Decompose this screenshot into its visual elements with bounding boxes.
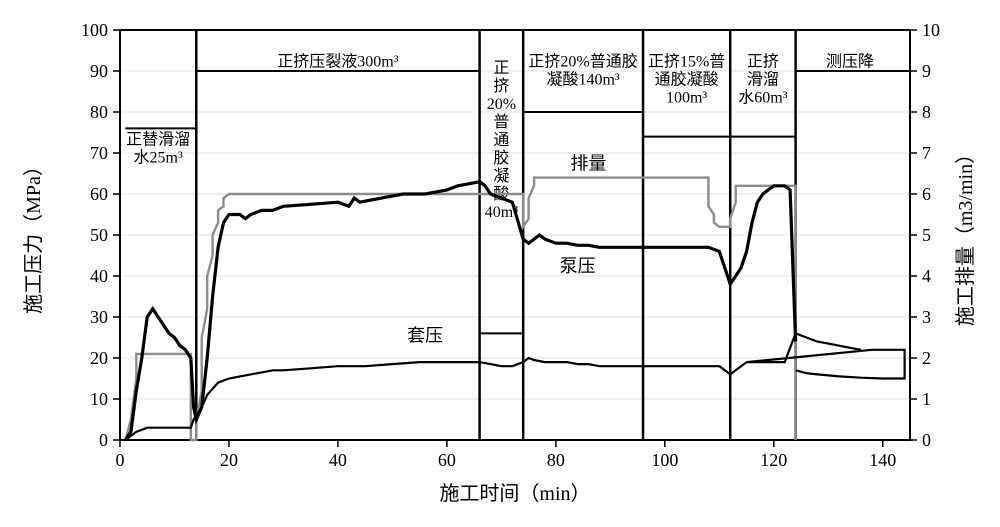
- svg-text:正挤压裂液300m³: 正挤压裂液300m³: [277, 53, 398, 71]
- svg-text:6: 6: [922, 184, 931, 204]
- svg-text:20: 20: [220, 450, 238, 470]
- svg-text:0: 0: [99, 430, 108, 450]
- svg-text:套压: 套压: [407, 326, 443, 346]
- svg-text:4: 4: [922, 266, 931, 286]
- svg-text:正挤15%普: 正挤15%普: [648, 53, 725, 71]
- svg-text:0: 0: [922, 430, 931, 450]
- y-left-axis-label: 施工压力（MPa）: [22, 156, 45, 314]
- svg-text:3: 3: [922, 307, 931, 327]
- pressure-rate-chart: 0102030405060708090100012345678910020406…: [0, 0, 1000, 527]
- svg-text:测压降: 测压降: [826, 53, 874, 71]
- svg-text:泵压: 泵压: [560, 256, 596, 276]
- svg-text:90: 90: [90, 61, 108, 81]
- svg-text:80: 80: [547, 450, 565, 470]
- svg-text:挤: 挤: [493, 77, 509, 95]
- svg-text:60: 60: [90, 184, 108, 204]
- svg-text:水60m³: 水60m³: [738, 89, 787, 107]
- svg-text:通: 通: [493, 131, 509, 149]
- svg-text:40: 40: [90, 266, 108, 286]
- y-right-axis-label: 施工排量（m3/min）: [954, 144, 977, 326]
- svg-text:凝酸140m³: 凝酸140m³: [546, 71, 619, 89]
- svg-text:0: 0: [116, 450, 125, 470]
- svg-text:普: 普: [493, 113, 509, 131]
- svg-text:60: 60: [438, 450, 456, 470]
- svg-text:正替滑溜: 正替滑溜: [126, 130, 190, 148]
- svg-text:9: 9: [922, 61, 931, 81]
- svg-text:10: 10: [922, 20, 940, 40]
- svg-text:20: 20: [90, 348, 108, 368]
- svg-text:140: 140: [869, 450, 896, 470]
- svg-text:7: 7: [922, 143, 931, 163]
- svg-text:5: 5: [922, 225, 931, 245]
- svg-text:80: 80: [90, 102, 108, 122]
- svg-text:滑溜: 滑溜: [747, 71, 779, 89]
- svg-text:水25m³: 水25m³: [134, 148, 183, 166]
- svg-text:正: 正: [493, 60, 509, 77]
- svg-text:通胶凝酸: 通胶凝酸: [655, 71, 719, 89]
- svg-text:20%: 20%: [487, 96, 516, 113]
- svg-text:凝: 凝: [493, 167, 509, 185]
- svg-text:120: 120: [760, 450, 787, 470]
- svg-text:正挤20%普通胶: 正挤20%普通胶: [528, 53, 637, 71]
- svg-text:50: 50: [90, 225, 108, 245]
- x-axis-label: 施工时间（min）: [439, 482, 590, 505]
- svg-text:2: 2: [922, 348, 931, 368]
- svg-text:100m³: 100m³: [666, 90, 707, 107]
- svg-text:40: 40: [329, 450, 347, 470]
- svg-text:10: 10: [90, 389, 108, 409]
- svg-text:排量: 排量: [571, 153, 607, 173]
- svg-text:70: 70: [90, 143, 108, 163]
- svg-text:正挤: 正挤: [747, 53, 779, 71]
- svg-text:30: 30: [90, 307, 108, 327]
- svg-text:1: 1: [922, 389, 931, 409]
- svg-text:100: 100: [81, 20, 108, 40]
- svg-text:100: 100: [651, 450, 678, 470]
- svg-text:胶: 胶: [493, 149, 509, 167]
- svg-text:8: 8: [922, 102, 931, 122]
